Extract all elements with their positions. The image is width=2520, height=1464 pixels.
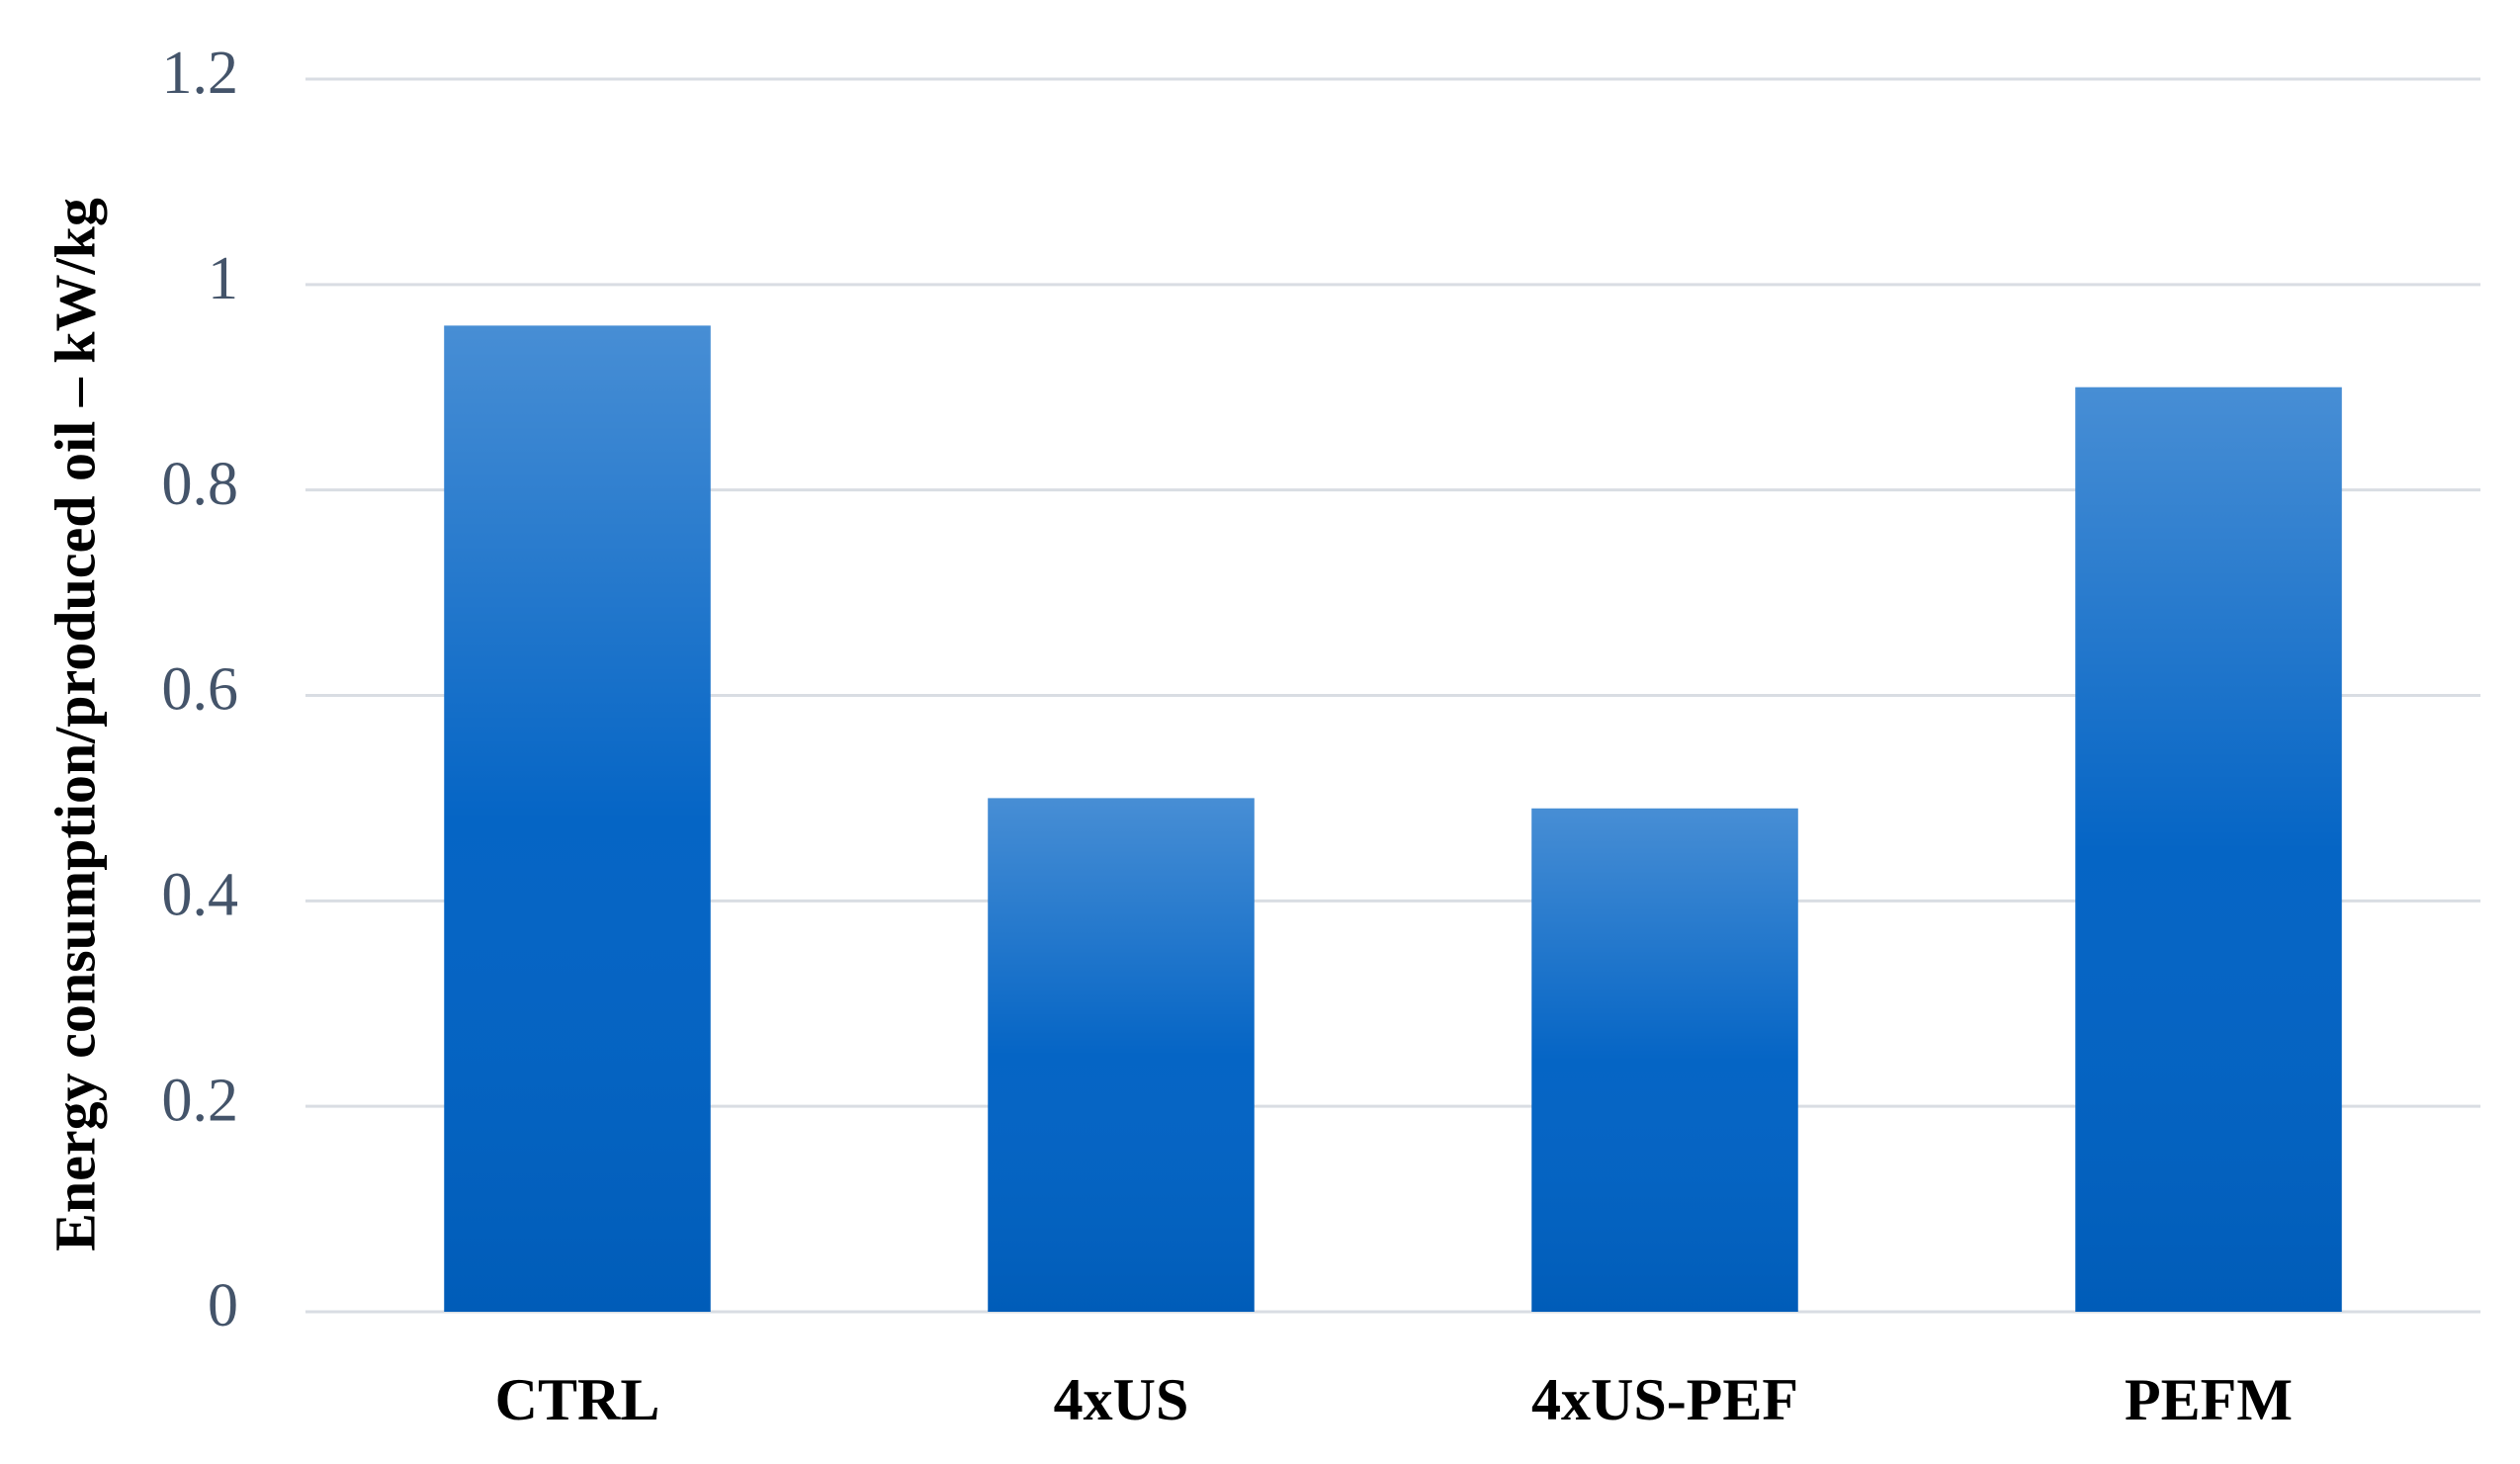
y-tick-label: 0.2 bbox=[162, 1067, 239, 1134]
x-tick-label: PEFM bbox=[2125, 1367, 2293, 1432]
bar bbox=[444, 325, 711, 1312]
y-tick-label: 0.8 bbox=[162, 451, 239, 518]
y-tick-label: 1 bbox=[208, 245, 238, 312]
x-tick-label: 4xUS-PEF bbox=[1531, 1367, 1798, 1432]
y-tick-label: 0 bbox=[208, 1272, 238, 1339]
x-tick-label: 4xUS bbox=[1054, 1367, 1189, 1432]
bar bbox=[1531, 808, 1798, 1312]
y-tick-label: 0.6 bbox=[162, 656, 239, 724]
y-tick-label: 1.2 bbox=[162, 40, 239, 107]
x-tick-label: CTRL bbox=[495, 1367, 660, 1432]
y-tick-label: 0.4 bbox=[162, 862, 239, 929]
bar bbox=[988, 798, 1255, 1312]
bar bbox=[2075, 387, 2342, 1312]
y-axis-title: Energy consumption/produced oil – kW/kg bbox=[43, 198, 107, 1251]
